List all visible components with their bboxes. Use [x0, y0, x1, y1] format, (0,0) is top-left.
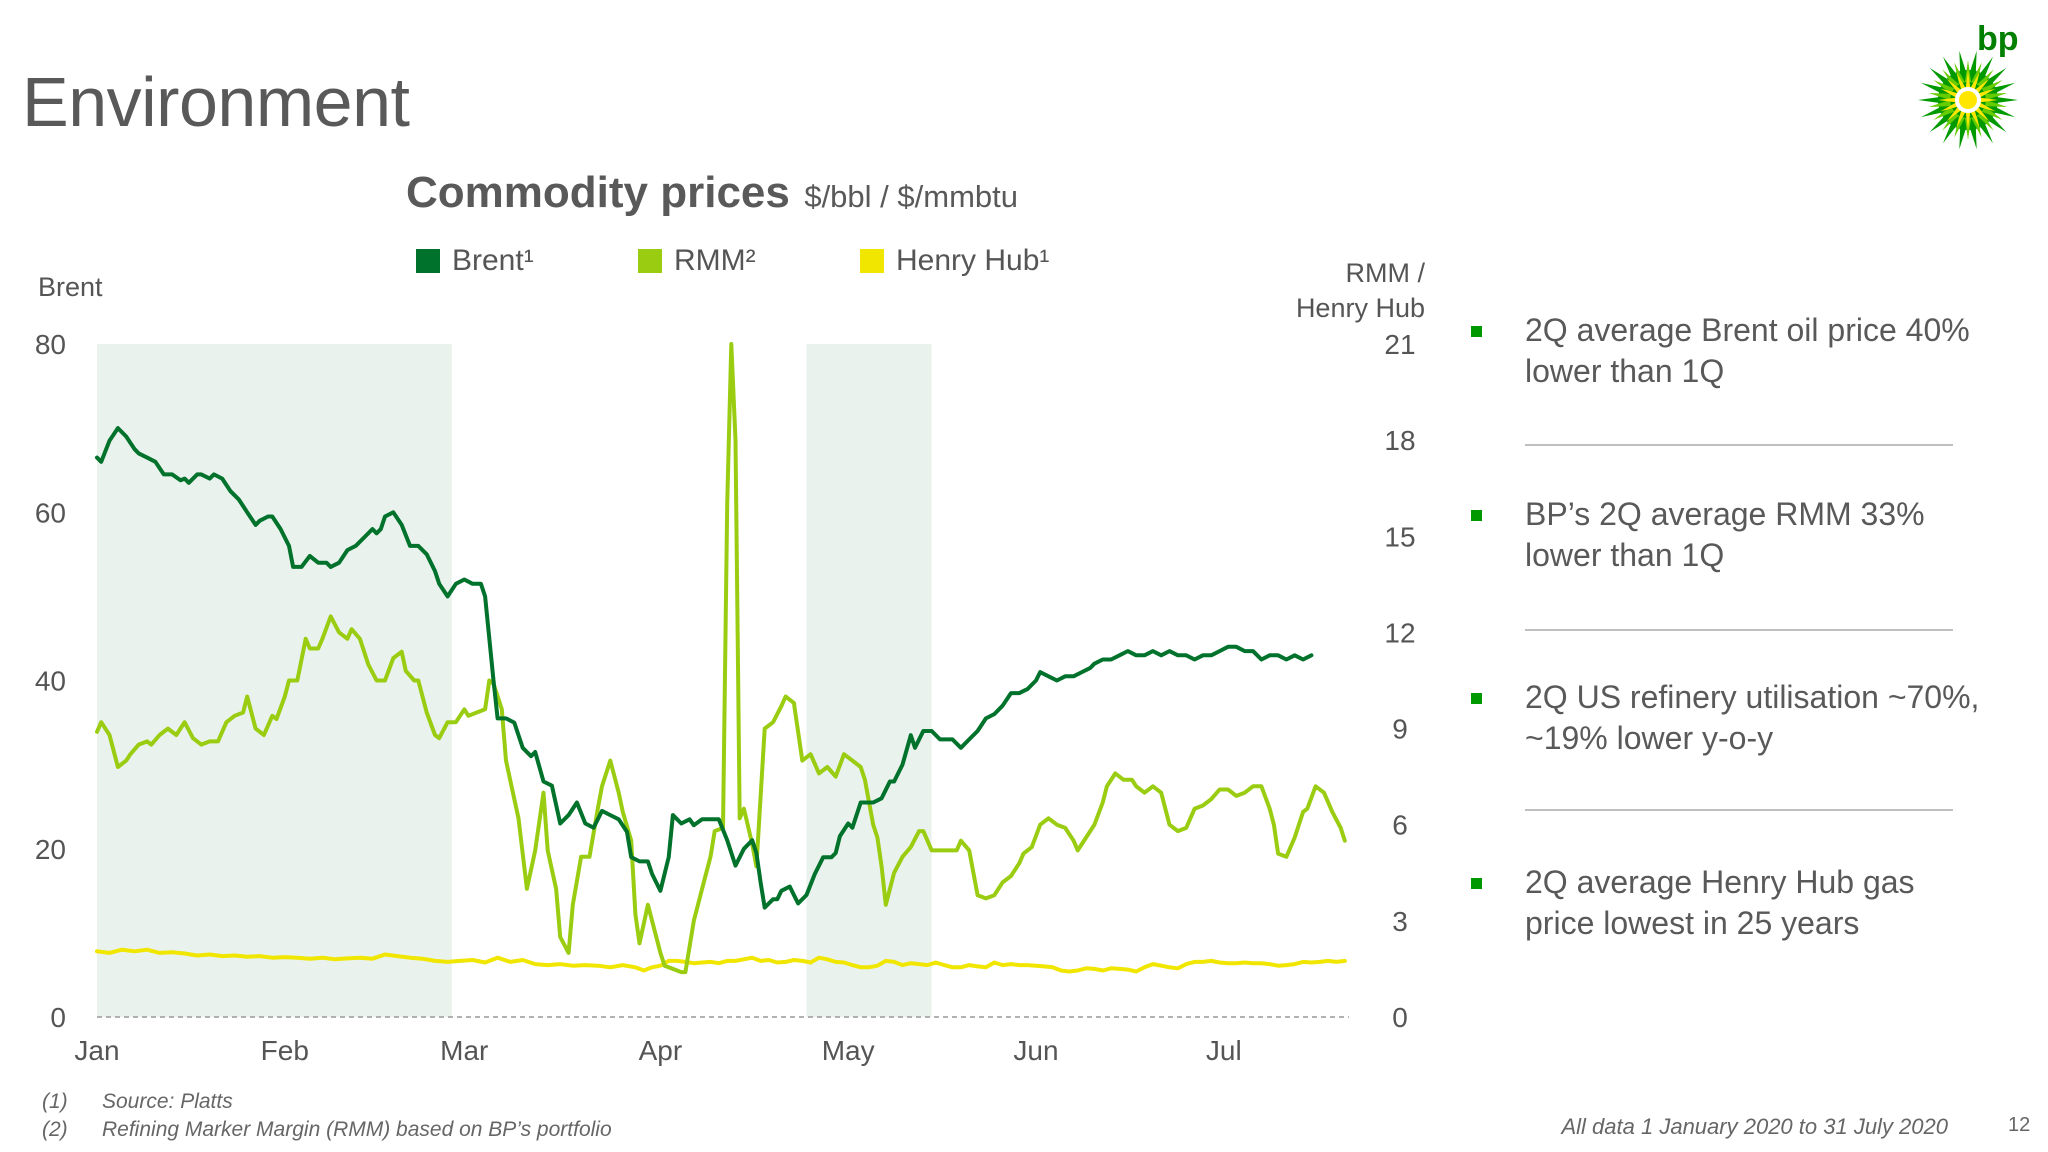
footnote-number: (2) — [42, 1118, 68, 1141]
key-point-text: 2Q US refinery utilisation ~70%, ~19% lo… — [1525, 679, 1980, 756]
bullet-marker — [1471, 693, 1482, 704]
footnote-text: Refining Marker Margin (RMM) based on BP… — [102, 1118, 612, 1141]
chart-plot: 0 20 40 60 80 0 3 6 9 12 15 18 21 Jan Feb Mar Apr May Jun J… — [35, 329, 1416, 1066]
y-right-tick-label: 6 — [1392, 810, 1408, 841]
footnote-1: (1) Source: Platts — [42, 1088, 612, 1116]
chart-title-block: Commodity prices $/bbl / $/mmbtu — [406, 168, 1018, 218]
legend-swatch-brent — [416, 249, 440, 273]
left-axis-title: Brent — [38, 272, 103, 302]
key-point-text: BP’s 2Q average RMM 33% lower than 1Q — [1525, 496, 1925, 573]
y-left-tick-label: 0 — [50, 1002, 66, 1033]
logo-petal — [1959, 91, 1977, 109]
legend-item-brent: Brent¹ — [416, 244, 534, 278]
legend-swatch-rmm — [638, 249, 662, 273]
y-right-tick-label: 18 — [1384, 425, 1415, 456]
page-title: Environment — [22, 63, 410, 141]
legend-label-henry-hub: Henry Hub¹ — [896, 244, 1050, 277]
logo-petal — [1938, 70, 1998, 130]
footnote-text: Source: Platts — [102, 1090, 233, 1113]
bullet-marker — [1471, 510, 1482, 521]
shaded-period — [97, 344, 452, 1017]
y-left-tick-label: 20 — [35, 834, 66, 865]
chart-legend: Brent¹ RMM² Henry Hub¹ — [0, 244, 1200, 284]
legend-item-rmm: RMM² — [638, 244, 756, 278]
data-period-note: All data 1 January 2020 to 31 July 2020 — [1561, 1114, 1949, 1139]
rmm-line — [95, 342, 1347, 975]
bp-logo-text: bp — [1977, 20, 2019, 58]
y-right-tick-label: 3 — [1392, 906, 1408, 937]
y-right-tick-label: 15 — [1384, 521, 1415, 552]
y-right-tick-label: 12 — [1384, 617, 1415, 648]
chart-title: Commodity prices — [406, 168, 790, 217]
y-left-tick-label: 40 — [35, 666, 66, 697]
x-tick-label: Jun — [1013, 1035, 1058, 1066]
y-left-tick-label: 60 — [35, 497, 66, 528]
bp-helios-icon — [1918, 50, 2018, 150]
bullet-marker — [1471, 326, 1482, 337]
x-tick-label: Mar — [440, 1035, 488, 1066]
y-right-tick-label: 9 — [1392, 714, 1408, 745]
bullet-divider — [1525, 809, 1953, 811]
right-axis-title: RMM / Henry Hub — [1295, 258, 1425, 323]
bullet-marker — [1471, 878, 1482, 889]
footnotes: (1) Source: Platts (2) Refining Marker M… — [42, 1088, 612, 1144]
page-number: 12 — [2008, 1114, 2031, 1136]
legend-label-rmm: RMM² — [674, 244, 756, 277]
henry-hub-line — [95, 947, 1347, 974]
y-right-tick-label: 21 — [1384, 329, 1415, 360]
x-tick-label: Apr — [639, 1035, 683, 1066]
y-right-tick-label: 0 — [1392, 1002, 1408, 1033]
bp-helios-logo — [1908, 18, 2028, 153]
shaded-period — [806, 344, 932, 1017]
legend-item-henry-hub: Henry Hub¹ — [860, 244, 1049, 278]
legend-label-brent: Brent¹ — [452, 244, 534, 277]
footnote-number: (1) — [42, 1090, 68, 1113]
legend-swatch-henry-hub — [860, 249, 884, 273]
x-tick-label: Jan — [74, 1035, 119, 1066]
key-point-text: 2Q average Brent oil price 40% lower tha… — [1525, 312, 1970, 389]
footnote-2: (2) Refining Marker Margin (RMM) based o… — [42, 1116, 612, 1144]
chart-subtitle: $/bbl / $/mmbtu — [804, 179, 1018, 214]
bullet-divider — [1525, 629, 1953, 631]
bullet-divider — [1525, 444, 1953, 446]
x-tick-label: May — [822, 1035, 875, 1066]
x-tick-label: Feb — [261, 1035, 309, 1066]
y-left-tick-label: 80 — [35, 329, 66, 360]
brent-line — [95, 426, 1314, 910]
x-tick-label: Jul — [1206, 1035, 1242, 1066]
key-point-text: 2Q average Henry Hub gas price lowest in… — [1525, 864, 1915, 941]
